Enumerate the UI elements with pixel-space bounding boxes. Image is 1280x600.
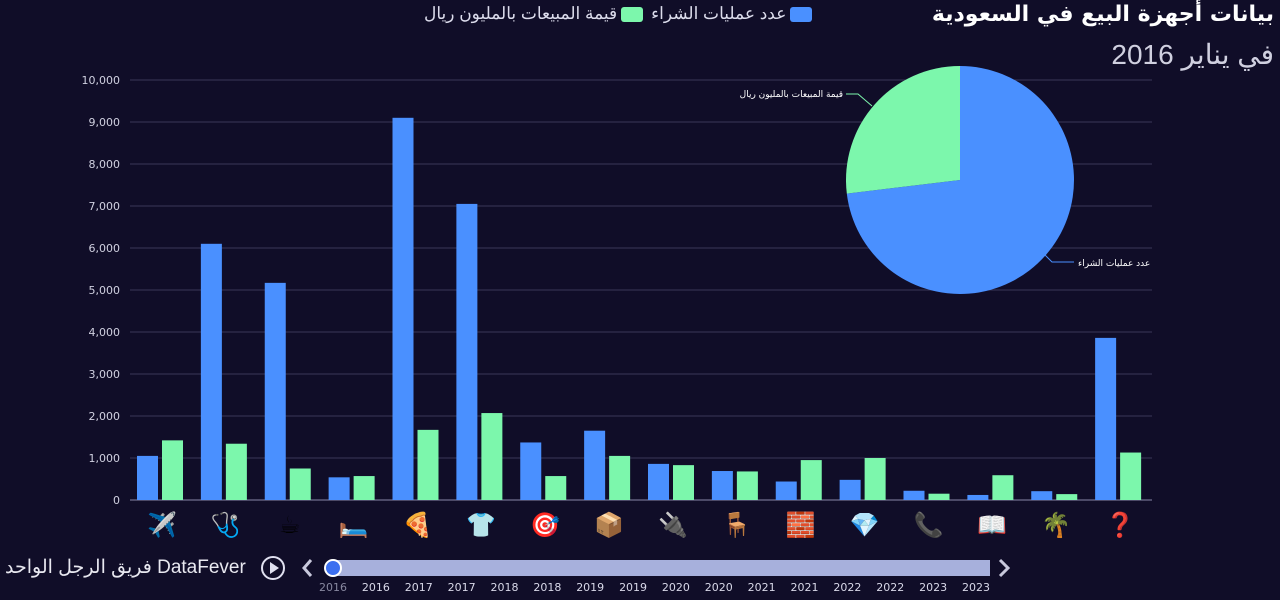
- bar-purchases[interactable]: [839, 479, 861, 500]
- pie-slice-sales[interactable]: [846, 66, 960, 194]
- timeline-year-label: 2017: [448, 581, 476, 594]
- target-icon: 🎯: [530, 511, 560, 539]
- timeline-year-label: 2016: [362, 581, 390, 594]
- chair-icon: 🪑: [722, 511, 752, 539]
- bar-sales[interactable]: [609, 455, 631, 500]
- y-tick-label: 9,000: [89, 116, 121, 129]
- plug-icon: 🔌: [658, 511, 688, 539]
- bar-sales[interactable]: [481, 413, 503, 500]
- bar-purchases[interactable]: [328, 477, 350, 500]
- timeline-year-label: 2023: [919, 581, 947, 594]
- pie-label: قيمة المبيعات بالمليون ريال: [740, 90, 843, 100]
- y-tick-label: 5,000: [89, 284, 121, 297]
- legend-swatch: [621, 6, 644, 22]
- gem-icon: 💎: [850, 511, 880, 539]
- timeline-year-label: 2016: [319, 581, 347, 594]
- pie-leader-line: [846, 93, 873, 107]
- timeline-year-label: 2018: [533, 581, 561, 594]
- play-button[interactable]: [261, 556, 285, 580]
- pizza-icon: 🍕: [402, 511, 432, 539]
- timeline-year-label: 2021: [791, 581, 819, 594]
- timeline-year-label: 2020: [662, 581, 690, 594]
- question-icon: ❓: [1105, 511, 1135, 539]
- bar-sales[interactable]: [736, 471, 758, 500]
- bar-purchases[interactable]: [392, 117, 414, 501]
- timeline-year-label: 2023: [962, 581, 990, 594]
- bar-sales[interactable]: [417, 429, 439, 500]
- pie-label: عدد عمليات الشراء: [1078, 259, 1150, 269]
- phone-icon: 📞: [913, 509, 943, 539]
- next-arrow-icon[interactable]: [998, 558, 1011, 578]
- bar-sales[interactable]: [289, 468, 311, 501]
- bricks-icon: 🧱: [786, 511, 816, 539]
- legend-item-purchases[interactable]: عدد عمليات الشراء: [651, 4, 813, 24]
- y-tick-label: 8,000: [89, 158, 121, 171]
- bar-sales[interactable]: [800, 460, 822, 500]
- bar-purchases[interactable]: [1095, 337, 1117, 500]
- bar-sales[interactable]: [1120, 452, 1142, 500]
- bar-purchases[interactable]: [967, 494, 989, 500]
- timeline-year-label: 2022: [876, 581, 904, 594]
- bar-purchases[interactable]: [1031, 491, 1053, 500]
- bar-sales[interactable]: [162, 440, 183, 500]
- bar-purchases[interactable]: [711, 471, 733, 500]
- timeline-year-label: 2017: [405, 581, 433, 594]
- prev-arrow-icon[interactable]: [302, 559, 313, 577]
- bar-sales[interactable]: [928, 493, 950, 500]
- timeline-slider-handle[interactable]: [324, 559, 342, 577]
- timeline-year-label: 2022: [833, 581, 861, 594]
- bar-purchases[interactable]: [137, 455, 158, 500]
- pie-leader-line: [1044, 254, 1074, 263]
- y-tick-label: 7,000: [89, 200, 121, 213]
- legend-label: قيمة المبيعات بالمليون ريال: [424, 4, 618, 23]
- chart-subtitle: في يناير 2016: [1111, 39, 1274, 70]
- bar-purchases[interactable]: [264, 282, 286, 500]
- bar-purchases[interactable]: [648, 463, 669, 500]
- airplane-icon: ✈️: [147, 510, 177, 539]
- timeline-year-label: 2020: [705, 581, 733, 594]
- bar-sales[interactable]: [992, 475, 1014, 500]
- bar-purchases[interactable]: [456, 203, 478, 500]
- timeline-year-label: 2021: [748, 581, 776, 594]
- bar-sales[interactable]: [545, 476, 567, 500]
- timeline-year-label: 2019: [619, 581, 647, 594]
- bar-purchases[interactable]: [200, 243, 222, 501]
- y-tick-label: 1,000: [89, 452, 121, 465]
- bar-sales[interactable]: [225, 443, 247, 500]
- palm-tree-icon: 🌴: [1041, 511, 1071, 539]
- timeline-slider-track[interactable]: [330, 560, 990, 576]
- book-icon: 📖: [977, 511, 1007, 539]
- bar-sales[interactable]: [673, 465, 694, 500]
- timeline-year-label: 2019: [576, 581, 604, 594]
- y-tick-label: 2,000: [89, 410, 121, 423]
- bar-sales[interactable]: [353, 476, 375, 500]
- legend-item-sales[interactable]: قيمة المبيعات بالمليون ريال: [424, 4, 644, 24]
- y-tick-label: 0: [113, 494, 120, 507]
- y-tick-label: 3,000: [89, 368, 121, 381]
- pie-slice-purchases[interactable]: [846, 66, 1074, 294]
- bar-purchases[interactable]: [520, 442, 542, 500]
- package-icon: 📦: [594, 511, 624, 539]
- footer-credit: DataFever فريق الرجل الواحد: [5, 557, 246, 578]
- bar-sales[interactable]: [864, 458, 886, 500]
- y-tick-label: 6,000: [89, 242, 121, 255]
- bar-sales[interactable]: [1056, 494, 1078, 500]
- bar-purchases[interactable]: [903, 490, 925, 500]
- bar-purchases[interactable]: [775, 481, 797, 500]
- t-shirt-icon: 👕: [466, 511, 496, 539]
- coffee-icon: ☕: [279, 511, 301, 539]
- y-tick-label: 10,000: [82, 74, 121, 87]
- y-tick-label: 4,000: [89, 326, 121, 339]
- bar-purchases[interactable]: [584, 430, 606, 500]
- bed-icon: 🛏️: [339, 511, 369, 539]
- play-icon: [270, 562, 279, 574]
- legend: عدد عمليات الشراء قيمة المبيعات بالمليون…: [424, 4, 813, 24]
- timeline-year-label: 2018: [490, 581, 518, 594]
- legend-swatch: [790, 6, 813, 22]
- legend-label: عدد عمليات الشراء: [651, 4, 787, 23]
- stethoscope-icon: 🩺: [211, 511, 241, 539]
- chart-title: بيانات أجهزة البيع في السعودية: [931, 2, 1274, 27]
